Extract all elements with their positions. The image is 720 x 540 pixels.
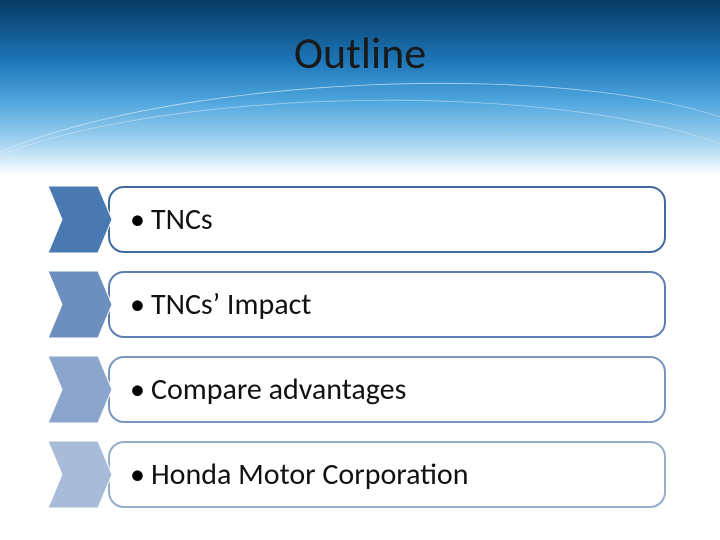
outline-item: •Honda Motor Corporation xyxy=(48,441,666,508)
chevron-icon xyxy=(48,441,112,508)
outline-item-pill: •TNCs’ Impact xyxy=(108,271,666,338)
outline-item-pill: •TNCs xyxy=(108,186,666,253)
outline-item-pill: •Honda Motor Corporation xyxy=(108,441,666,508)
chevron-icon xyxy=(48,356,112,423)
outline-item: •TNCs’ Impact xyxy=(48,271,666,338)
chevron-icon xyxy=(48,271,112,338)
outline-item-label: Honda Motor Corporation xyxy=(151,456,469,493)
slide-header: Outline xyxy=(0,0,720,175)
bullet: • xyxy=(130,201,145,238)
chevron-icon xyxy=(48,186,112,253)
outline-item-label: TNCs’ Impact xyxy=(151,286,311,323)
outline-item-label: TNCs xyxy=(151,201,213,238)
outline-item-label: Compare advantages xyxy=(151,371,406,408)
bullet: • xyxy=(130,456,145,493)
bullet: • xyxy=(130,371,145,408)
outline-list: •TNCs•TNCs’ Impact•Compare advantages•Ho… xyxy=(48,186,666,526)
outline-item: •TNCs xyxy=(48,186,666,253)
slide-title: Outline xyxy=(294,26,426,80)
outline-item-pill: •Compare advantages xyxy=(108,356,666,423)
outline-item: •Compare advantages xyxy=(48,356,666,423)
bullet: • xyxy=(130,286,145,323)
